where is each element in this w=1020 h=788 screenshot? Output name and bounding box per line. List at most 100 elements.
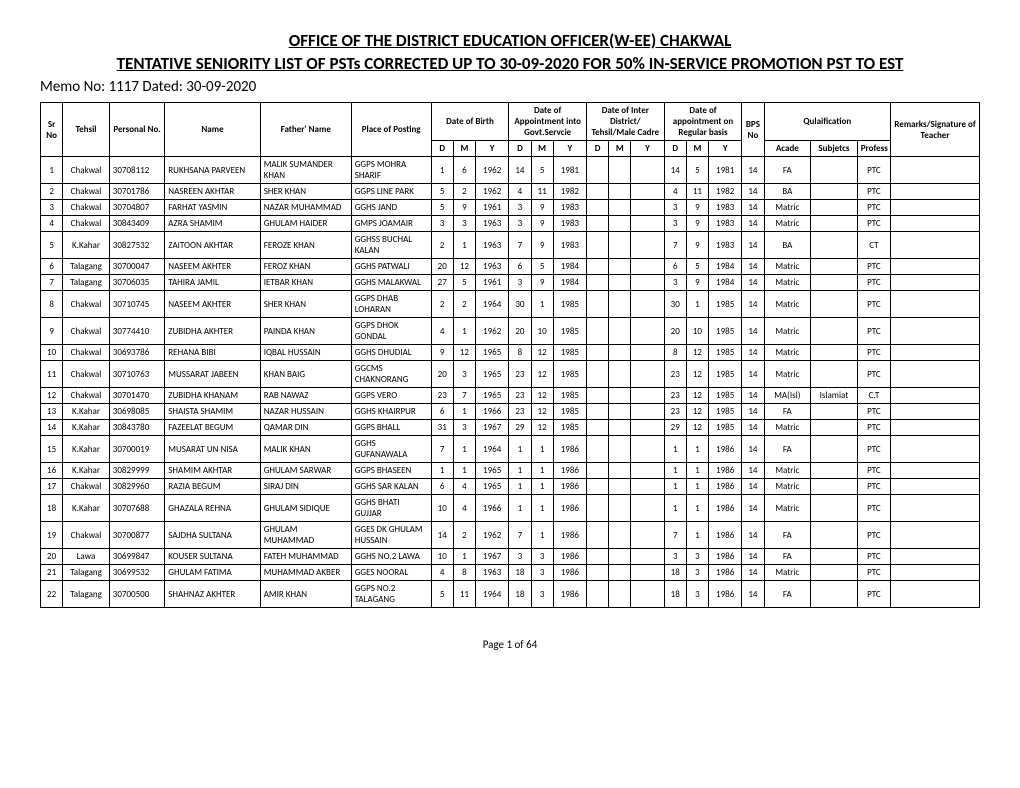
cell: [609, 436, 631, 463]
cell: 30774410: [109, 318, 164, 345]
cell: [811, 318, 858, 345]
cell: 1963: [475, 565, 508, 581]
cell: [609, 184, 631, 200]
cell: [811, 522, 858, 549]
cell: 2: [431, 232, 453, 259]
cell: 14: [742, 388, 764, 404]
cell: [586, 157, 608, 184]
cell: GGPS DHOK GONDAL: [351, 318, 431, 345]
cell: 1985: [709, 388, 742, 404]
cell: FA: [764, 581, 811, 608]
cell: 3: [453, 216, 475, 232]
cell: 5: [531, 259, 553, 275]
cell: GGPS BHASEEN: [351, 463, 431, 479]
cell: [891, 275, 980, 291]
cell: GGHSS BUCHAL KALAN: [351, 232, 431, 259]
cell: 1966: [475, 404, 508, 420]
cell: 6: [41, 259, 63, 275]
cell: PTC: [857, 345, 890, 361]
cell: 14: [742, 345, 764, 361]
cell: SHER KHAN: [260, 184, 351, 200]
cell: MUHAMMAD AKBER: [260, 565, 351, 581]
cell: 1: [531, 522, 553, 549]
cell: 1: [664, 436, 686, 463]
cell: Chakwal: [63, 361, 110, 388]
cell: 3: [509, 549, 531, 565]
cell: GGHS MALAKWAL: [351, 275, 431, 291]
cell: 20: [664, 318, 686, 345]
cell: 1985: [553, 404, 586, 420]
cell: GGPS DHAB LOHARAN: [351, 291, 431, 318]
cell: Matric: [764, 495, 811, 522]
cell: 1986: [709, 463, 742, 479]
cell: 14: [742, 318, 764, 345]
table-row: 13K.Kahar30698085SHAISTA SHAMIMNAZAR HUS…: [41, 404, 980, 420]
cell: [631, 184, 664, 200]
table-row: 2Chakwal30701786NASREEN AKHTARSHER KHANG…: [41, 184, 980, 200]
cell: Matric: [764, 420, 811, 436]
cell: 1: [509, 495, 531, 522]
cell: 1: [453, 404, 475, 420]
cell: PTC: [857, 565, 890, 581]
cell: 30701786: [109, 184, 164, 200]
cell: PTC: [857, 436, 890, 463]
cell: [586, 232, 608, 259]
col-tehsil: Tehsil: [63, 103, 110, 157]
cell: [811, 463, 858, 479]
cell: Chakwal: [63, 479, 110, 495]
cell: Matric: [764, 216, 811, 232]
cell: [891, 232, 980, 259]
cell: 1965: [475, 361, 508, 388]
cell: GGPS BHALL: [351, 420, 431, 436]
cell: 14: [431, 522, 453, 549]
table-row: 15K.Kahar30700019MUSARAT UN NISAMALIK KH…: [41, 436, 980, 463]
cell: 1985: [709, 404, 742, 420]
cell: 3: [686, 549, 708, 565]
cell: 1982: [553, 184, 586, 200]
table-row: 10Chakwal30693786REHANA BIBIIQBAL HUSSAI…: [41, 345, 980, 361]
table-row: 22Talagang30700500SHAHNAZ AKHTERAMIR KHA…: [41, 581, 980, 608]
cell: 14: [742, 522, 764, 549]
cell: 5: [41, 232, 63, 259]
cell: 1985: [553, 388, 586, 404]
cell: 1961: [475, 200, 508, 216]
col-reg-d: D: [664, 141, 686, 157]
cell: [811, 565, 858, 581]
cell: 1: [509, 436, 531, 463]
cell: 18: [664, 581, 686, 608]
cell: 6: [431, 404, 453, 420]
table-row: 19Chakwal30700877SAJDHA SULTANAGHULAM MU…: [41, 522, 980, 549]
cell: [609, 581, 631, 608]
cell: [631, 157, 664, 184]
cell: [631, 318, 664, 345]
cell: 1967: [475, 420, 508, 436]
col-cadre-y: Y: [631, 141, 664, 157]
cell: [586, 565, 608, 581]
table-row: 21Talagang30699532GHULAM FATIMAMUHAMMAD …: [41, 565, 980, 581]
cell: [586, 495, 608, 522]
table-body: 1Chakwal30708112RUKHSANA PARVEENMALIK SU…: [41, 157, 980, 608]
cell: 1: [41, 157, 63, 184]
cell: 12: [453, 259, 475, 275]
cell: [811, 200, 858, 216]
cell: GGHS JAND: [351, 200, 431, 216]
cell: 23: [664, 388, 686, 404]
cell: GGCMS CHAKNORANG: [351, 361, 431, 388]
cell: 1: [664, 463, 686, 479]
col-doa-govt: Date of Appointment into Govt.Servcie: [509, 103, 587, 141]
col-reg-y: Y: [709, 141, 742, 157]
cell: 14: [742, 404, 764, 420]
cell: SHER KHAN: [260, 291, 351, 318]
cell: 1964: [475, 581, 508, 608]
cell: [609, 388, 631, 404]
cell: 9: [431, 345, 453, 361]
cell: C.T: [857, 388, 890, 404]
cell: PTC: [857, 420, 890, 436]
cell: 30707688: [109, 495, 164, 522]
cell: 1965: [475, 479, 508, 495]
cell: 1981: [709, 157, 742, 184]
cell: Chakwal: [63, 345, 110, 361]
page-footer: Page 1 of 64: [40, 638, 980, 651]
cell: 3: [531, 565, 553, 581]
cell: 6: [431, 479, 453, 495]
